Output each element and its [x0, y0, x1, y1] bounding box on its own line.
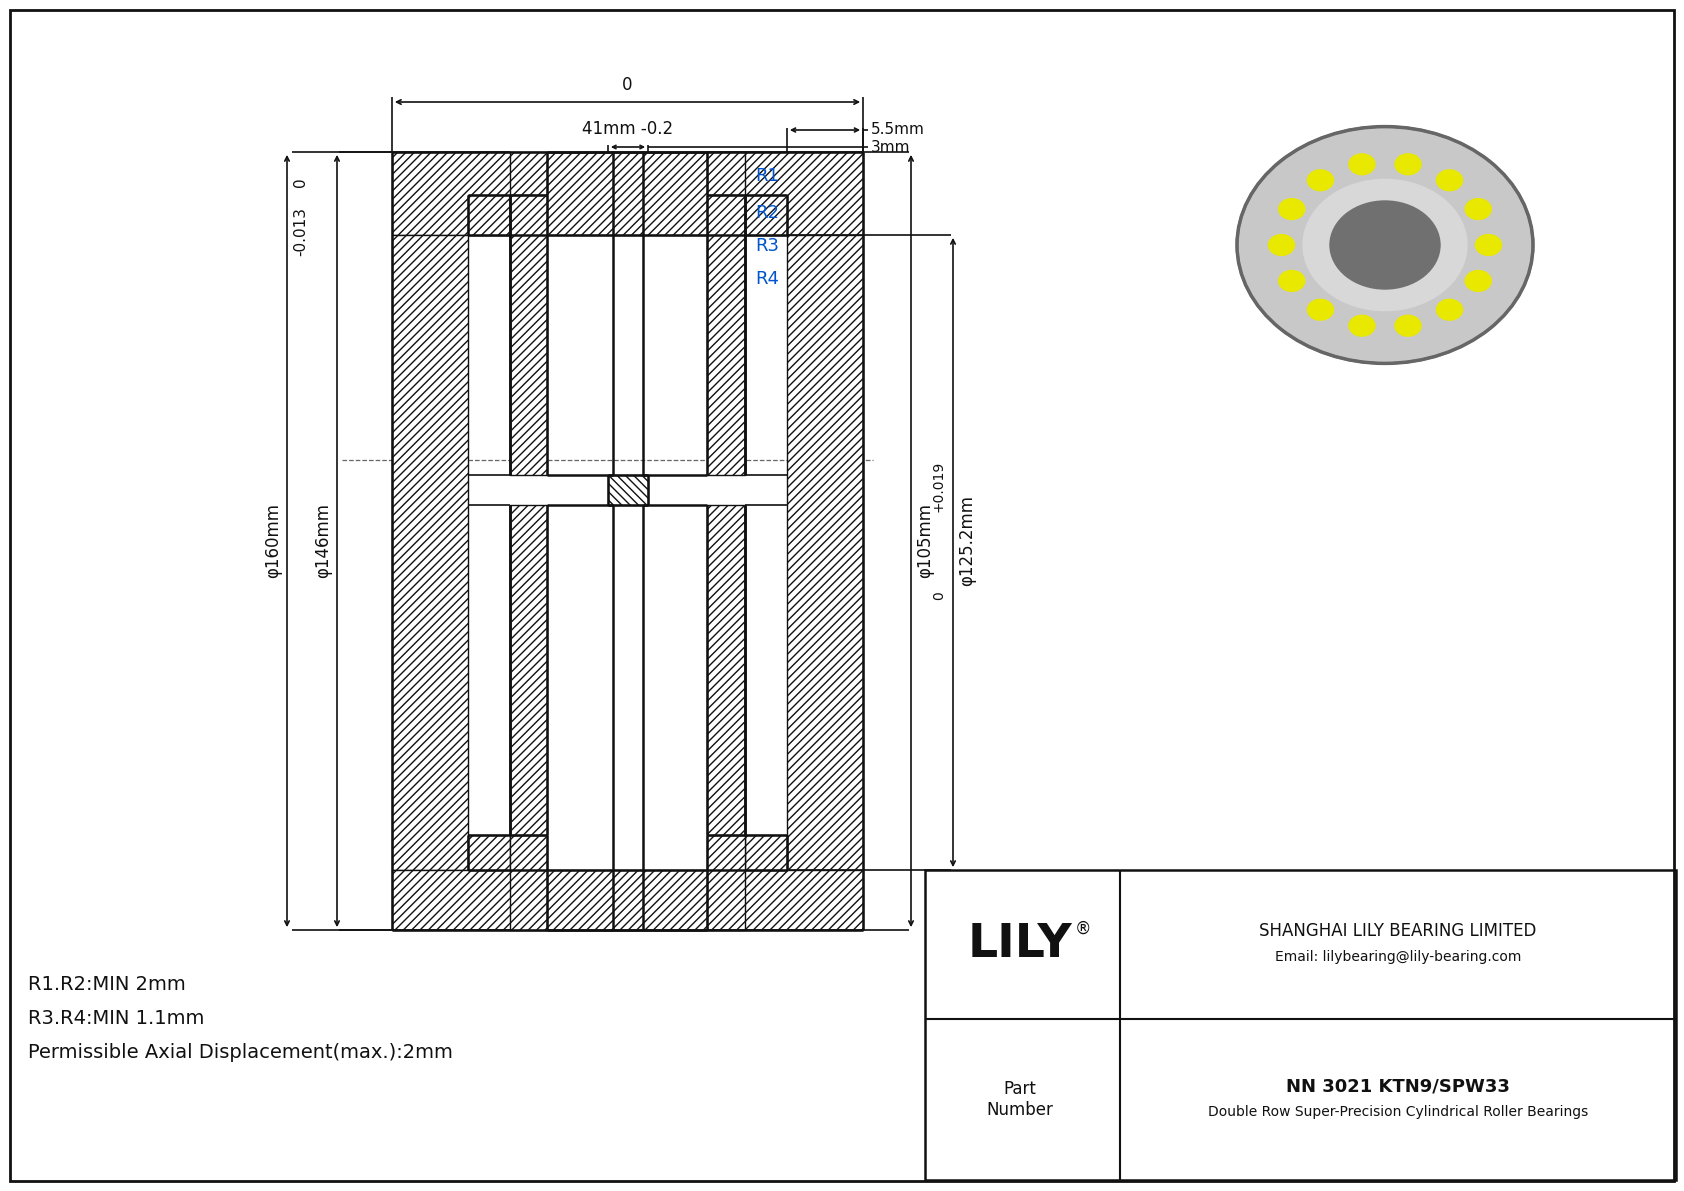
- Text: R1: R1: [754, 167, 780, 185]
- Ellipse shape: [1465, 270, 1492, 292]
- Ellipse shape: [1349, 316, 1374, 336]
- Text: ®: ®: [1074, 919, 1091, 937]
- Text: 0: 0: [931, 592, 946, 600]
- Polygon shape: [608, 475, 648, 505]
- Text: 0: 0: [293, 177, 308, 187]
- Ellipse shape: [1394, 316, 1421, 336]
- Ellipse shape: [1436, 170, 1462, 191]
- Ellipse shape: [1307, 170, 1334, 191]
- Ellipse shape: [1278, 199, 1305, 219]
- Ellipse shape: [1330, 201, 1440, 289]
- Ellipse shape: [1268, 235, 1295, 255]
- Text: R2: R2: [754, 204, 780, 222]
- Polygon shape: [468, 835, 510, 869]
- Ellipse shape: [1475, 235, 1502, 255]
- Polygon shape: [392, 235, 468, 869]
- Text: NN 3021 KTN9/SPW33: NN 3021 KTN9/SPW33: [1287, 1078, 1511, 1096]
- Ellipse shape: [1303, 180, 1467, 311]
- Text: SHANGHAI LILY BEARING LIMITED: SHANGHAI LILY BEARING LIMITED: [1260, 922, 1537, 941]
- Bar: [925, 869, 1676, 1180]
- Text: LILY: LILY: [968, 922, 1073, 967]
- Ellipse shape: [1394, 154, 1421, 175]
- Text: φ105mm: φ105mm: [916, 504, 935, 579]
- Text: Double Row Super-Precision Cylindrical Roller Bearings: Double Row Super-Precision Cylindrical R…: [1207, 1105, 1588, 1120]
- Text: R1.R2:MIN 2mm: R1.R2:MIN 2mm: [29, 975, 185, 994]
- Polygon shape: [510, 195, 547, 475]
- Polygon shape: [392, 869, 862, 930]
- Text: φ160mm: φ160mm: [264, 504, 281, 579]
- Ellipse shape: [1465, 199, 1492, 219]
- Polygon shape: [510, 835, 547, 930]
- Ellipse shape: [1436, 299, 1462, 320]
- Ellipse shape: [1278, 270, 1305, 292]
- Text: -0.013: -0.013: [293, 207, 308, 256]
- Polygon shape: [707, 152, 744, 195]
- Polygon shape: [707, 835, 744, 930]
- Ellipse shape: [1307, 299, 1334, 320]
- Text: R4: R4: [754, 270, 780, 288]
- Polygon shape: [392, 152, 862, 235]
- Text: 41mm -0.2: 41mm -0.2: [583, 120, 674, 138]
- Polygon shape: [707, 505, 744, 835]
- Polygon shape: [786, 235, 862, 869]
- Text: Email: lilybearing@lily-bearing.com: Email: lilybearing@lily-bearing.com: [1275, 950, 1521, 965]
- Text: φ146mm: φ146mm: [313, 504, 332, 579]
- Text: R3: R3: [754, 237, 780, 255]
- Text: Part
Number: Part Number: [987, 1080, 1054, 1118]
- Text: 5.5mm: 5.5mm: [871, 123, 925, 137]
- Polygon shape: [707, 195, 744, 475]
- Text: φ125.2mm: φ125.2mm: [958, 495, 977, 586]
- Polygon shape: [510, 505, 547, 835]
- Ellipse shape: [1349, 154, 1374, 175]
- Text: +0.019: +0.019: [931, 461, 946, 512]
- Polygon shape: [744, 195, 786, 235]
- Polygon shape: [468, 195, 510, 235]
- Polygon shape: [510, 152, 547, 195]
- Text: 3mm: 3mm: [871, 139, 911, 155]
- Text: R3.R4:MIN 1.1mm: R3.R4:MIN 1.1mm: [29, 1009, 204, 1028]
- Polygon shape: [744, 835, 786, 869]
- Text: 0: 0: [623, 76, 633, 94]
- Ellipse shape: [1238, 126, 1532, 363]
- Text: Permissible Axial Displacement(max.):2mm: Permissible Axial Displacement(max.):2mm: [29, 1043, 453, 1062]
